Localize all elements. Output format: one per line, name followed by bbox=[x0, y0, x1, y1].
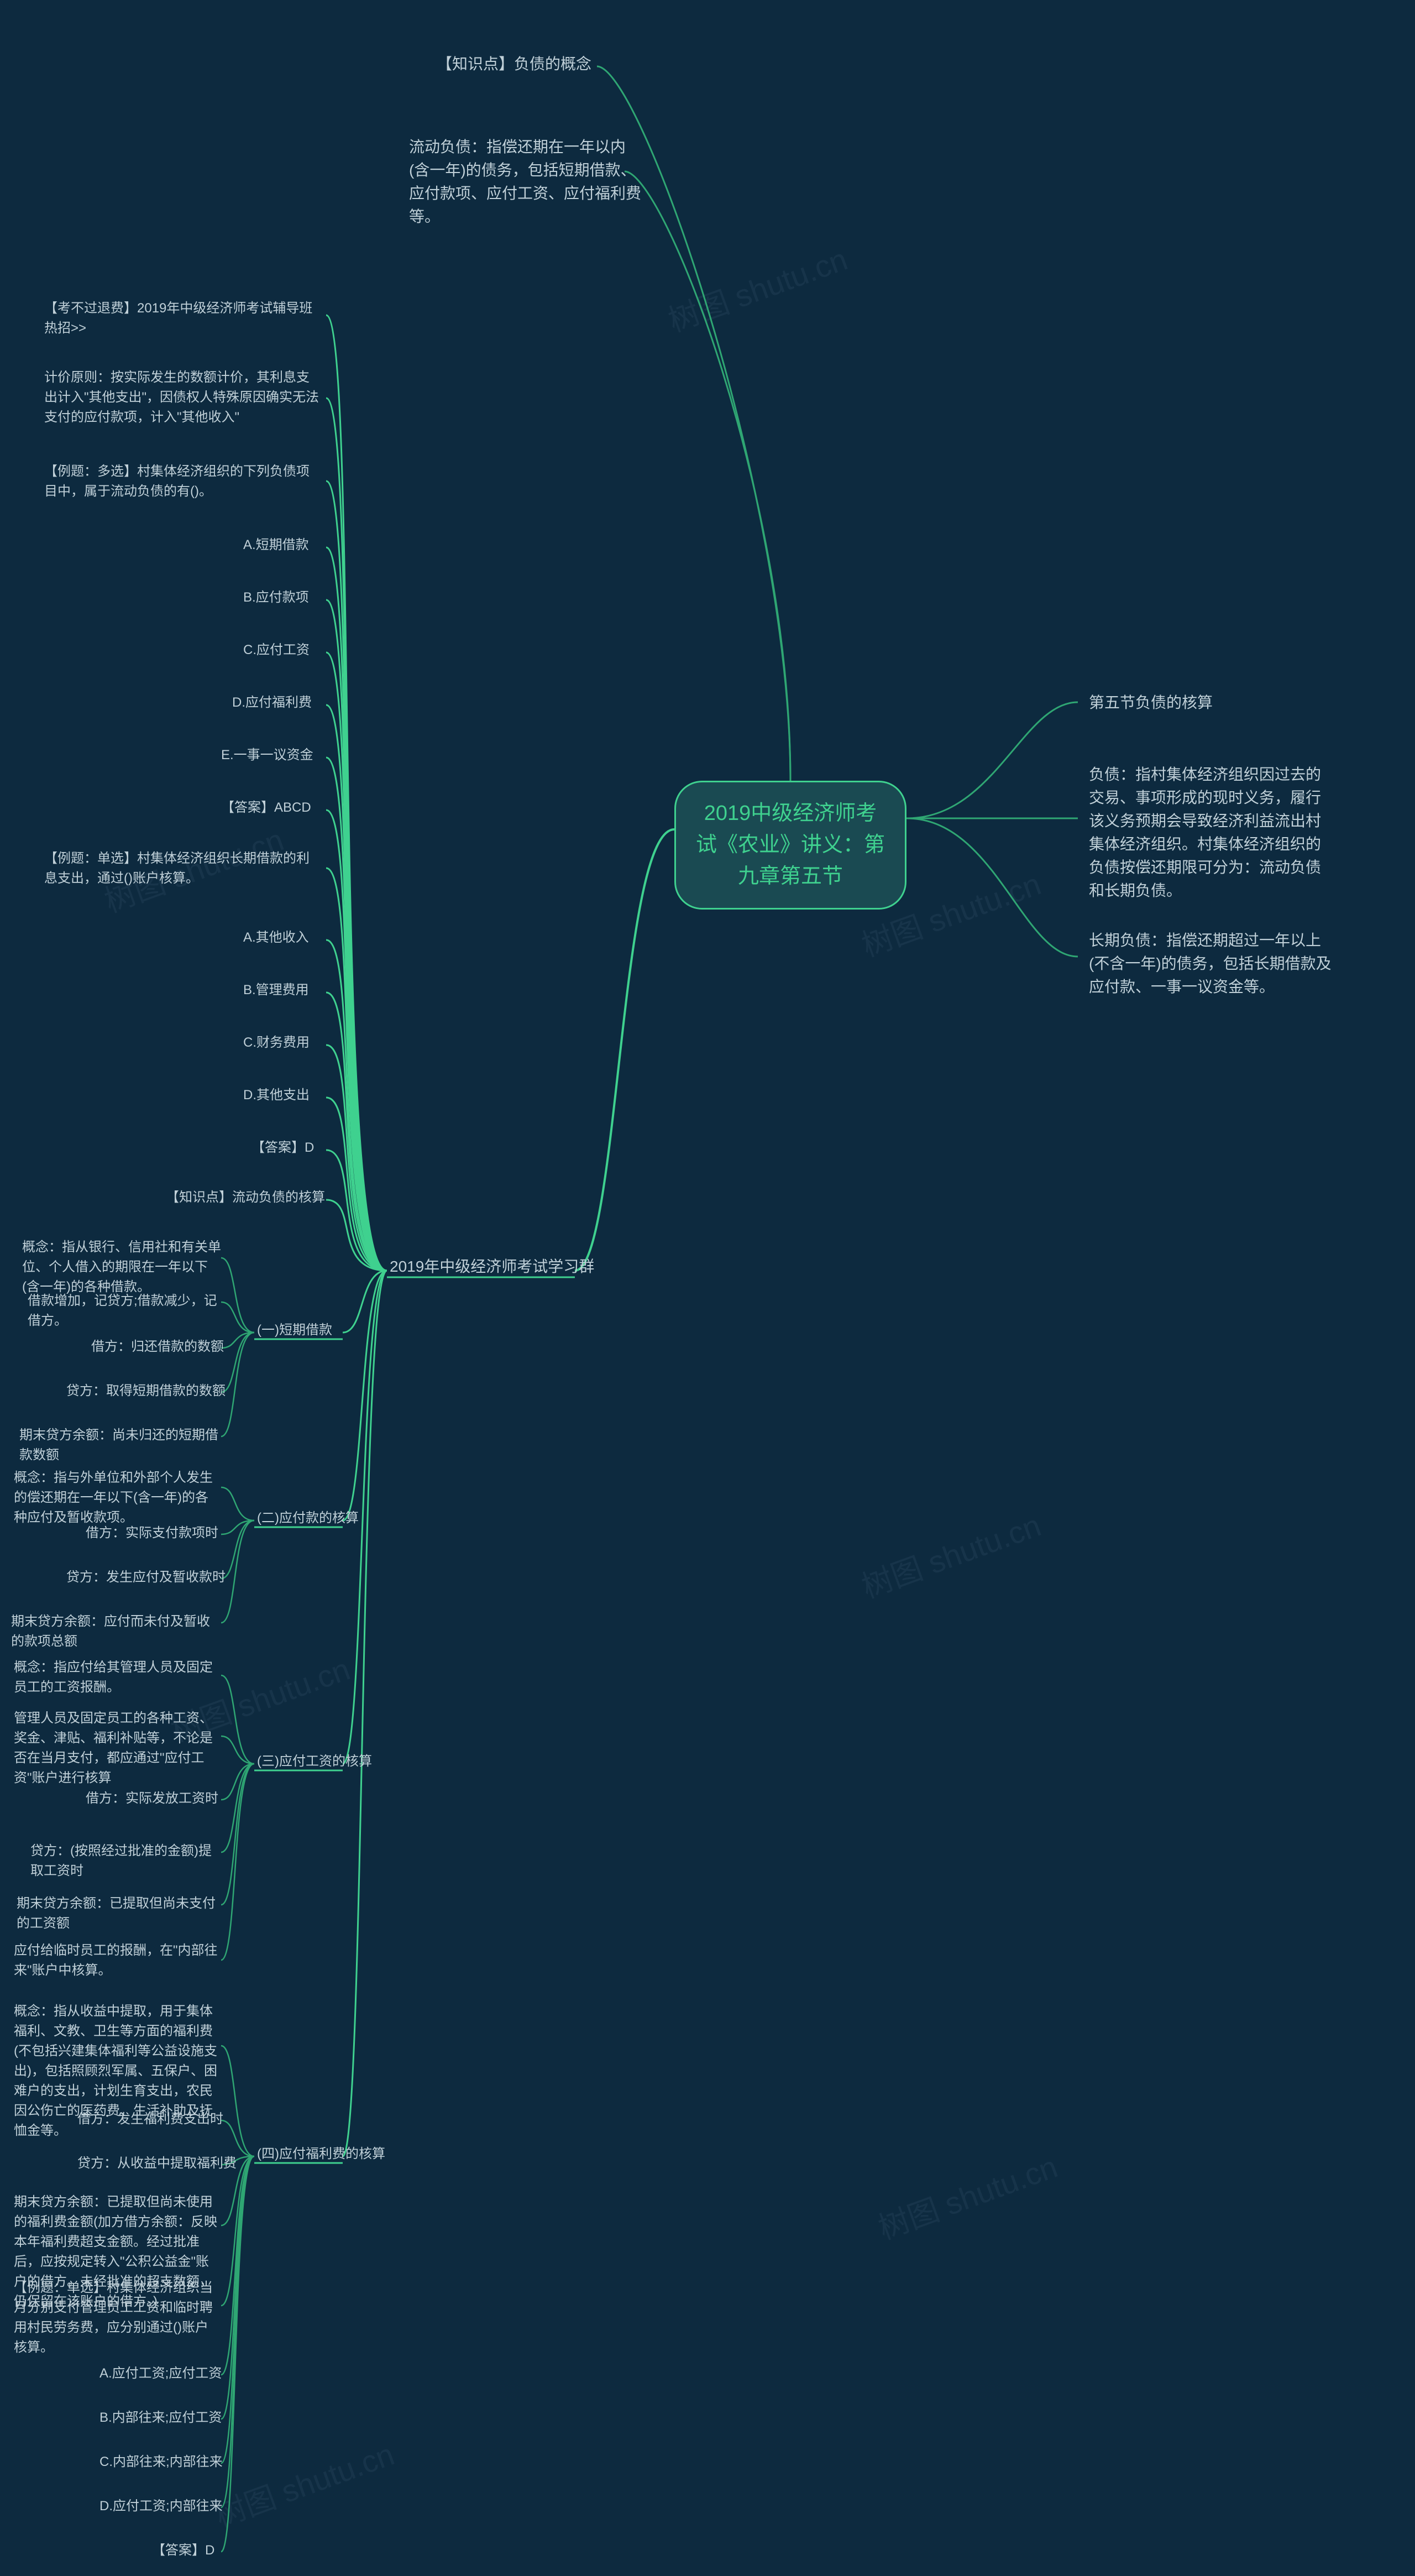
watermark: 树图 shutu.cn bbox=[871, 2142, 1063, 2248]
left-l14: D.其他支出 bbox=[243, 1085, 310, 1105]
section1-e: 期末贷方余额：尚未归还的短期借款数额 bbox=[19, 1425, 221, 1465]
left-l1: 【考不过退费】2019年中级经济师考试辅导班热招>> bbox=[44, 299, 321, 338]
section1-d: 贷方：取得短期借款的数额 bbox=[66, 1381, 226, 1401]
left-l5: B.应付款项 bbox=[243, 588, 309, 608]
section4-g: B.内部往来;应付工资 bbox=[99, 2408, 222, 2428]
left-l11: A.其他收入 bbox=[243, 928, 309, 948]
section4-b: 借方：发生福利费支出时 bbox=[77, 2109, 223, 2129]
left-l2: 计价原则：按实际发生的数额计价，其利息支出计入"其他支出"，因债权人特殊原因确实… bbox=[44, 368, 321, 427]
section4-f: A.应付工资;应付工资 bbox=[99, 2364, 222, 2384]
section4-h: C.内部往来;内部往来 bbox=[99, 2452, 223, 2472]
watermark: 树图 shutu.cn bbox=[661, 234, 853, 341]
section4-title: (四)应付福利费的核算 bbox=[257, 2144, 385, 2164]
watermark: 树图 shutu.cn bbox=[855, 1501, 1046, 1607]
top-node-2: 流动负债：指偿还期在一年以内(含一年)的债务，包括短期借款、应付款项、应付工资、… bbox=[409, 135, 641, 228]
right-node-1: 第五节负债的核算 bbox=[1089, 691, 1213, 714]
section1-c: 借方：归还借款的数额 bbox=[91, 1337, 224, 1357]
left-l10: 【例题：单选】村集体经济组织长期借款的利息支出，通过()账户核算。 bbox=[44, 849, 321, 889]
section3-e: 期末贷方余额：已提取但尚未支付的工资额 bbox=[17, 1894, 221, 1934]
section2-b: 借方：实际支付款项时 bbox=[86, 1523, 218, 1543]
left-l3: 【例题：多选】村集体经济组织的下列负债项目中，属于流动负债的有()。 bbox=[44, 462, 321, 501]
left-l9: 【答案】ABCD bbox=[221, 798, 311, 818]
section4-e: 【例题：单选】村集体经济组织当月分别支付管理员工工资和临时聘用村民劳务费，应分别… bbox=[14, 2278, 221, 2358]
left-l16: 【知识点】流动负债的核算 bbox=[166, 1188, 325, 1208]
section4-i: D.应付工资;内部往来 bbox=[99, 2496, 223, 2516]
section3-f: 应付给临时员工的报酬，在"内部往来"账户中核算。 bbox=[14, 1941, 221, 1981]
section3-title: (三)应付工资的核算 bbox=[257, 1752, 372, 1772]
section3-d: 贷方：(按照经过批准的金额)提取工资时 bbox=[30, 1841, 221, 1881]
right-node-2: 负债：指村集体经济组织因过去的交易、事项形成的现时义务，履行该义务预期会导致经济… bbox=[1089, 763, 1332, 902]
left-l8: E.一事一议资金 bbox=[221, 745, 313, 765]
section2-d: 期末贷方余额：应付而未付及暂收的款项总额 bbox=[11, 1612, 221, 1652]
section1-b: 借款增加，记贷方;借款减少，记借方。 bbox=[28, 1291, 221, 1331]
study-group-node: 2019年中级经济师考试学习群 bbox=[390, 1255, 594, 1278]
left-l13: C.财务费用 bbox=[243, 1033, 310, 1053]
watermark: 树图 shutu.cn bbox=[208, 2429, 400, 2536]
section4-c: 贷方：从收益中提取福利费 bbox=[77, 2154, 237, 2173]
left-l12: B.管理费用 bbox=[243, 980, 309, 1000]
section2-c: 贷方：发生应付及暂收款时 bbox=[66, 1567, 226, 1587]
section2-a: 概念：指与外单位和外部个人发生的偿还期在一年以下(含一年)的各种应付及暂收款项。 bbox=[14, 1468, 221, 1528]
top-node-1: 【知识点】负债的概念 bbox=[437, 53, 591, 76]
left-l4: A.短期借款 bbox=[243, 535, 309, 555]
section4-j: 【答案】D bbox=[152, 2541, 214, 2561]
section2-title: (二)应付款的核算 bbox=[257, 1508, 359, 1528]
section3-a: 概念：指应付给其管理人员及固定员工的工资报酬。 bbox=[14, 1658, 221, 1697]
section1-title: (一)短期借款 bbox=[257, 1320, 332, 1340]
section1-a: 概念：指从银行、信用社和有关单位、个人借入的期限在一年以下(含一年)的各种借款。 bbox=[22, 1237, 221, 1297]
left-l7: D.应付福利费 bbox=[232, 693, 312, 713]
right-node-3: 长期负债：指偿还期超过一年以上(不含一年)的债务，包括长期借款及应付款、一事一议… bbox=[1089, 929, 1332, 999]
left-l6: C.应付工资 bbox=[243, 640, 310, 660]
section3-b: 管理人员及固定员工的各种工资、奖金、津贴、福利补贴等，不论是否在当月支付，都应通… bbox=[14, 1708, 221, 1788]
section3-c: 借方：实际发放工资时 bbox=[86, 1789, 218, 1809]
root-node: 2019中级经济师考试《农业》讲义：第九章第五节 bbox=[674, 781, 906, 910]
left-l15: 【答案】D bbox=[251, 1138, 314, 1158]
